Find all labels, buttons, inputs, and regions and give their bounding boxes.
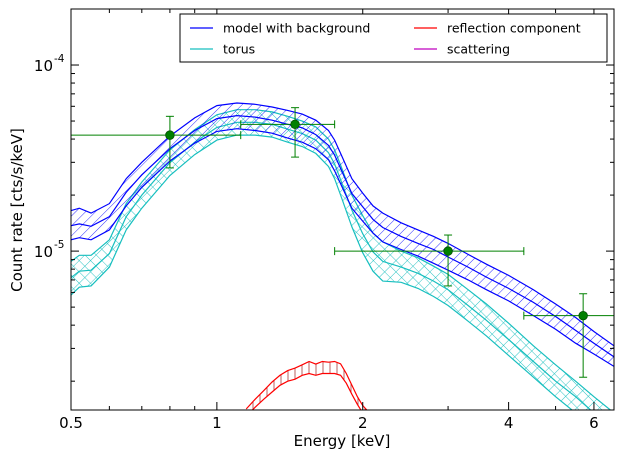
legend-label-torus: torus <box>223 42 255 57</box>
data-points <box>71 107 614 378</box>
x-tick-label: 6 <box>589 414 599 432</box>
x-tick-label: 0.5 <box>59 414 83 432</box>
band-lower-line-torus <box>71 134 573 410</box>
band-fill-reflection-component <box>246 361 367 410</box>
y-tick-exponent: -4 <box>54 53 65 65</box>
y-tick-label: 10 <box>34 243 53 261</box>
legend-label-model-with-background: model with background <box>223 21 370 36</box>
legend-box <box>179 13 608 63</box>
band-middle-line-model-with-background <box>71 114 614 358</box>
y-tick-label: 10 <box>34 57 53 75</box>
x-tick-label: 4 <box>504 414 514 432</box>
band-lower-line-reflection-component <box>251 372 362 410</box>
plot-frame <box>70 8 615 411</box>
data-point-marker <box>578 310 588 321</box>
tick-labels: 0.5 1 2 4 610-510-4 <box>34 53 599 432</box>
band-upper-line-reflection-component <box>245 360 368 410</box>
x-tick-label: 1 <box>212 414 222 432</box>
plot-area <box>71 102 614 410</box>
band-lower-line-model-with-background <box>71 128 614 367</box>
legend-label-reflection-component: reflection component <box>447 21 581 36</box>
legend-label-scattering: scattering <box>447 42 510 57</box>
band-upper-line-model-with-background <box>71 102 614 347</box>
y-tick-exponent: -5 <box>54 239 64 251</box>
y-axis-label: Count rate [cts/s/keV] <box>8 128 26 292</box>
legend: model with background reflection componen… <box>179 13 608 63</box>
data-point-marker <box>165 130 175 140</box>
data-point-marker <box>443 246 453 256</box>
series-model-with-background <box>71 102 614 367</box>
band-fill-model-with-background <box>71 103 614 367</box>
x-tick-label: 2 <box>358 414 368 432</box>
x-axis-label: Energy [keV] <box>294 432 391 450</box>
data-point-marker <box>290 119 300 130</box>
series-reflection-component <box>245 360 368 410</box>
